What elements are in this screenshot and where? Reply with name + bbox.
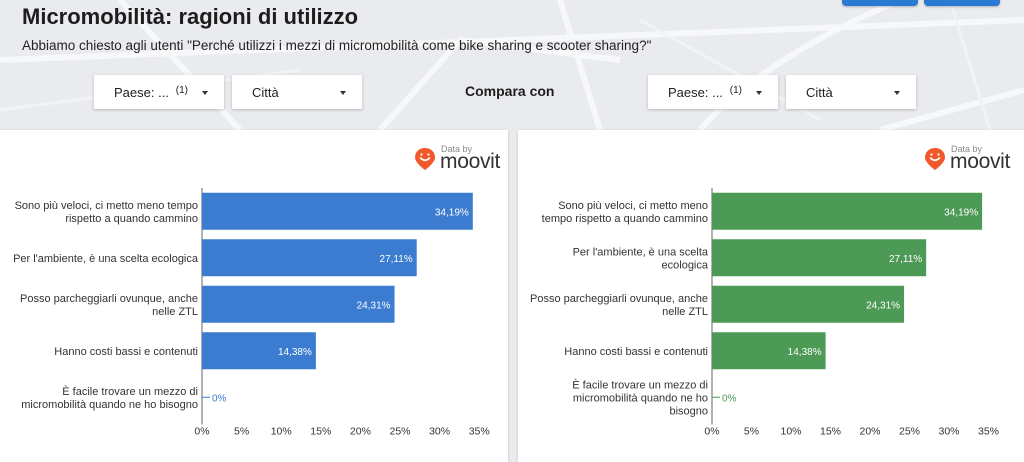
left-category-label: Sono più veloci, ci metto meno tempo risp… xyxy=(15,200,198,225)
right-category-label: Hanno costi bassi e contenuti xyxy=(564,346,708,358)
left-country-count: (1) xyxy=(175,85,188,96)
top-button-2[interactable] xyxy=(924,0,1000,6)
left-data-label: 0% xyxy=(212,393,227,404)
right-category-line: È facile trovare un mezzo di xyxy=(572,378,708,391)
right-bar xyxy=(712,332,826,370)
right-city-dropdown[interactable]: Città xyxy=(786,75,916,109)
right-x-tick-label: 30% xyxy=(938,426,959,438)
right-data-label: 0% xyxy=(722,393,737,404)
data-by-label: Data by xyxy=(441,144,473,154)
right-category-line: tempo rispetto a quando cammino xyxy=(542,213,708,225)
left-country-label: Paese: ... xyxy=(114,85,169,100)
left-data-label: 27,11% xyxy=(380,254,413,265)
right-country-label: Paese: ... xyxy=(668,85,723,100)
right-category-line: Posso parcheggiarli ovunque, anche xyxy=(530,293,708,305)
right-x-tick-label: 25% xyxy=(899,426,920,438)
right-x-tick-label: 5% xyxy=(744,426,759,438)
left-category-line: Sono più veloci, ci metto meno tempo xyxy=(15,200,198,212)
compare-label: Compara con xyxy=(465,83,555,99)
chevron-down-icon xyxy=(756,91,762,95)
left-category-line: È facile trovare un mezzo di xyxy=(62,385,198,398)
left-bar-chart: 34,19% Sono più veloci, ci metto meno tem… xyxy=(13,188,490,438)
left-category-line: Hanno costi bassi e contenuti xyxy=(54,346,198,358)
right-category-line: ecologica xyxy=(662,259,709,271)
right-category-label: È facile trovare un mezzo di micromobilit… xyxy=(572,378,708,417)
left-bar xyxy=(202,192,473,230)
right-category-label: Posso parcheggiarli ovunque, anche nelle … xyxy=(530,293,708,318)
right-city-label: Città xyxy=(806,85,833,100)
left-x-tick-label: 15% xyxy=(310,426,331,438)
left-category-line: Posso parcheggiarli ovunque, anche xyxy=(20,293,198,305)
right-category-line: nelle ZTL xyxy=(662,306,708,318)
data-by-label: Data by xyxy=(951,144,983,154)
left-category-label: Per l'ambiente, è una scelta ecologica xyxy=(13,253,199,265)
top-button-1[interactable] xyxy=(842,0,918,6)
right-category-line: Per l'ambiente, è una scelta xyxy=(573,246,709,258)
left-bar xyxy=(202,239,417,277)
left-data-label: 34,19% xyxy=(435,207,469,218)
left-bar xyxy=(202,285,395,323)
right-data-label: 24,31% xyxy=(866,300,900,311)
right-country-count: (1) xyxy=(729,85,742,96)
right-category-label: Sono più veloci, ci metto meno tempo risp… xyxy=(542,200,708,225)
right-x-tick-label: 20% xyxy=(859,426,880,438)
right-x-tick-label: 15% xyxy=(820,426,841,438)
left-chart-panel: Data by moovit 34,19% Sono più veloci, ci… xyxy=(0,130,508,462)
right-category-line: Sono più veloci, ci metto meno xyxy=(558,200,708,212)
left-country-dropdown[interactable]: Paese: ... (1) xyxy=(94,75,224,109)
left-x-tick-label: 5% xyxy=(234,426,249,438)
left-category-line: Per l'ambiente, è una scelta ecologica xyxy=(13,253,199,265)
left-x-tick-label: 20% xyxy=(350,426,371,438)
chevron-down-icon xyxy=(340,91,346,95)
right-x-tick-label: 10% xyxy=(780,426,801,438)
left-data-label: 14,38% xyxy=(278,347,312,358)
left-x-tick-label: 25% xyxy=(389,426,410,438)
right-category-line: Hanno costi bassi e contenuti xyxy=(564,346,708,358)
brand-name: moovit xyxy=(950,150,1011,173)
right-bar xyxy=(712,192,983,230)
page-subtitle: Abbiamo chiesto agli utenti "Perché util… xyxy=(22,38,652,53)
left-x-tick-label: 10% xyxy=(271,426,292,438)
right-x-tick-label: 35% xyxy=(978,426,999,438)
left-category-line: nelle ZTL xyxy=(152,306,198,318)
right-category-line: micromobilità quando ne ho xyxy=(573,392,708,404)
left-city-dropdown[interactable]: Città xyxy=(232,75,362,109)
moovit-pin-icon xyxy=(415,148,435,170)
right-chart-panel: Data by moovit 34,19% Sono più veloci, ci… xyxy=(518,130,1024,462)
left-category-label: Hanno costi bassi e contenuti xyxy=(54,346,198,358)
left-category-label: Posso parcheggiarli ovunque, anche nelle … xyxy=(20,293,198,318)
moovit-pin-icon xyxy=(925,148,945,170)
right-data-label: 34,19% xyxy=(944,207,978,218)
left-category-label: È facile trovare un mezzo di micromobilit… xyxy=(21,385,198,411)
right-x-tick-label: 0% xyxy=(704,426,719,438)
left-x-tick-label: 35% xyxy=(469,426,490,438)
left-category-line: micromobilità quando ne ho bisogno xyxy=(21,399,198,411)
right-country-dropdown[interactable]: Paese: ... (1) xyxy=(648,75,778,109)
left-data-label: 24,31% xyxy=(357,300,391,311)
right-bar xyxy=(712,239,927,277)
brand-name: moovit xyxy=(440,150,501,173)
right-category-label: Per l'ambiente, è una scelta ecologica xyxy=(573,246,709,271)
chevron-down-icon xyxy=(894,91,900,95)
left-bar xyxy=(202,332,316,370)
chevron-down-icon xyxy=(202,91,208,95)
left-x-tick-label: 0% xyxy=(194,426,209,438)
left-x-tick-label: 30% xyxy=(429,426,450,438)
right-bar-chart: 34,19% Sono più veloci, ci metto meno temp… xyxy=(530,188,999,438)
page-title: Micromobilità: ragioni di utilizzo xyxy=(22,4,359,29)
left-category-line: rispetto a quando cammino xyxy=(65,213,198,225)
right-bar xyxy=(712,285,905,323)
left-city-label: Città xyxy=(252,85,279,100)
right-data-label: 27,11% xyxy=(889,254,922,265)
right-data-label: 14,38% xyxy=(788,347,822,358)
right-category-line: bisogno xyxy=(669,405,708,417)
